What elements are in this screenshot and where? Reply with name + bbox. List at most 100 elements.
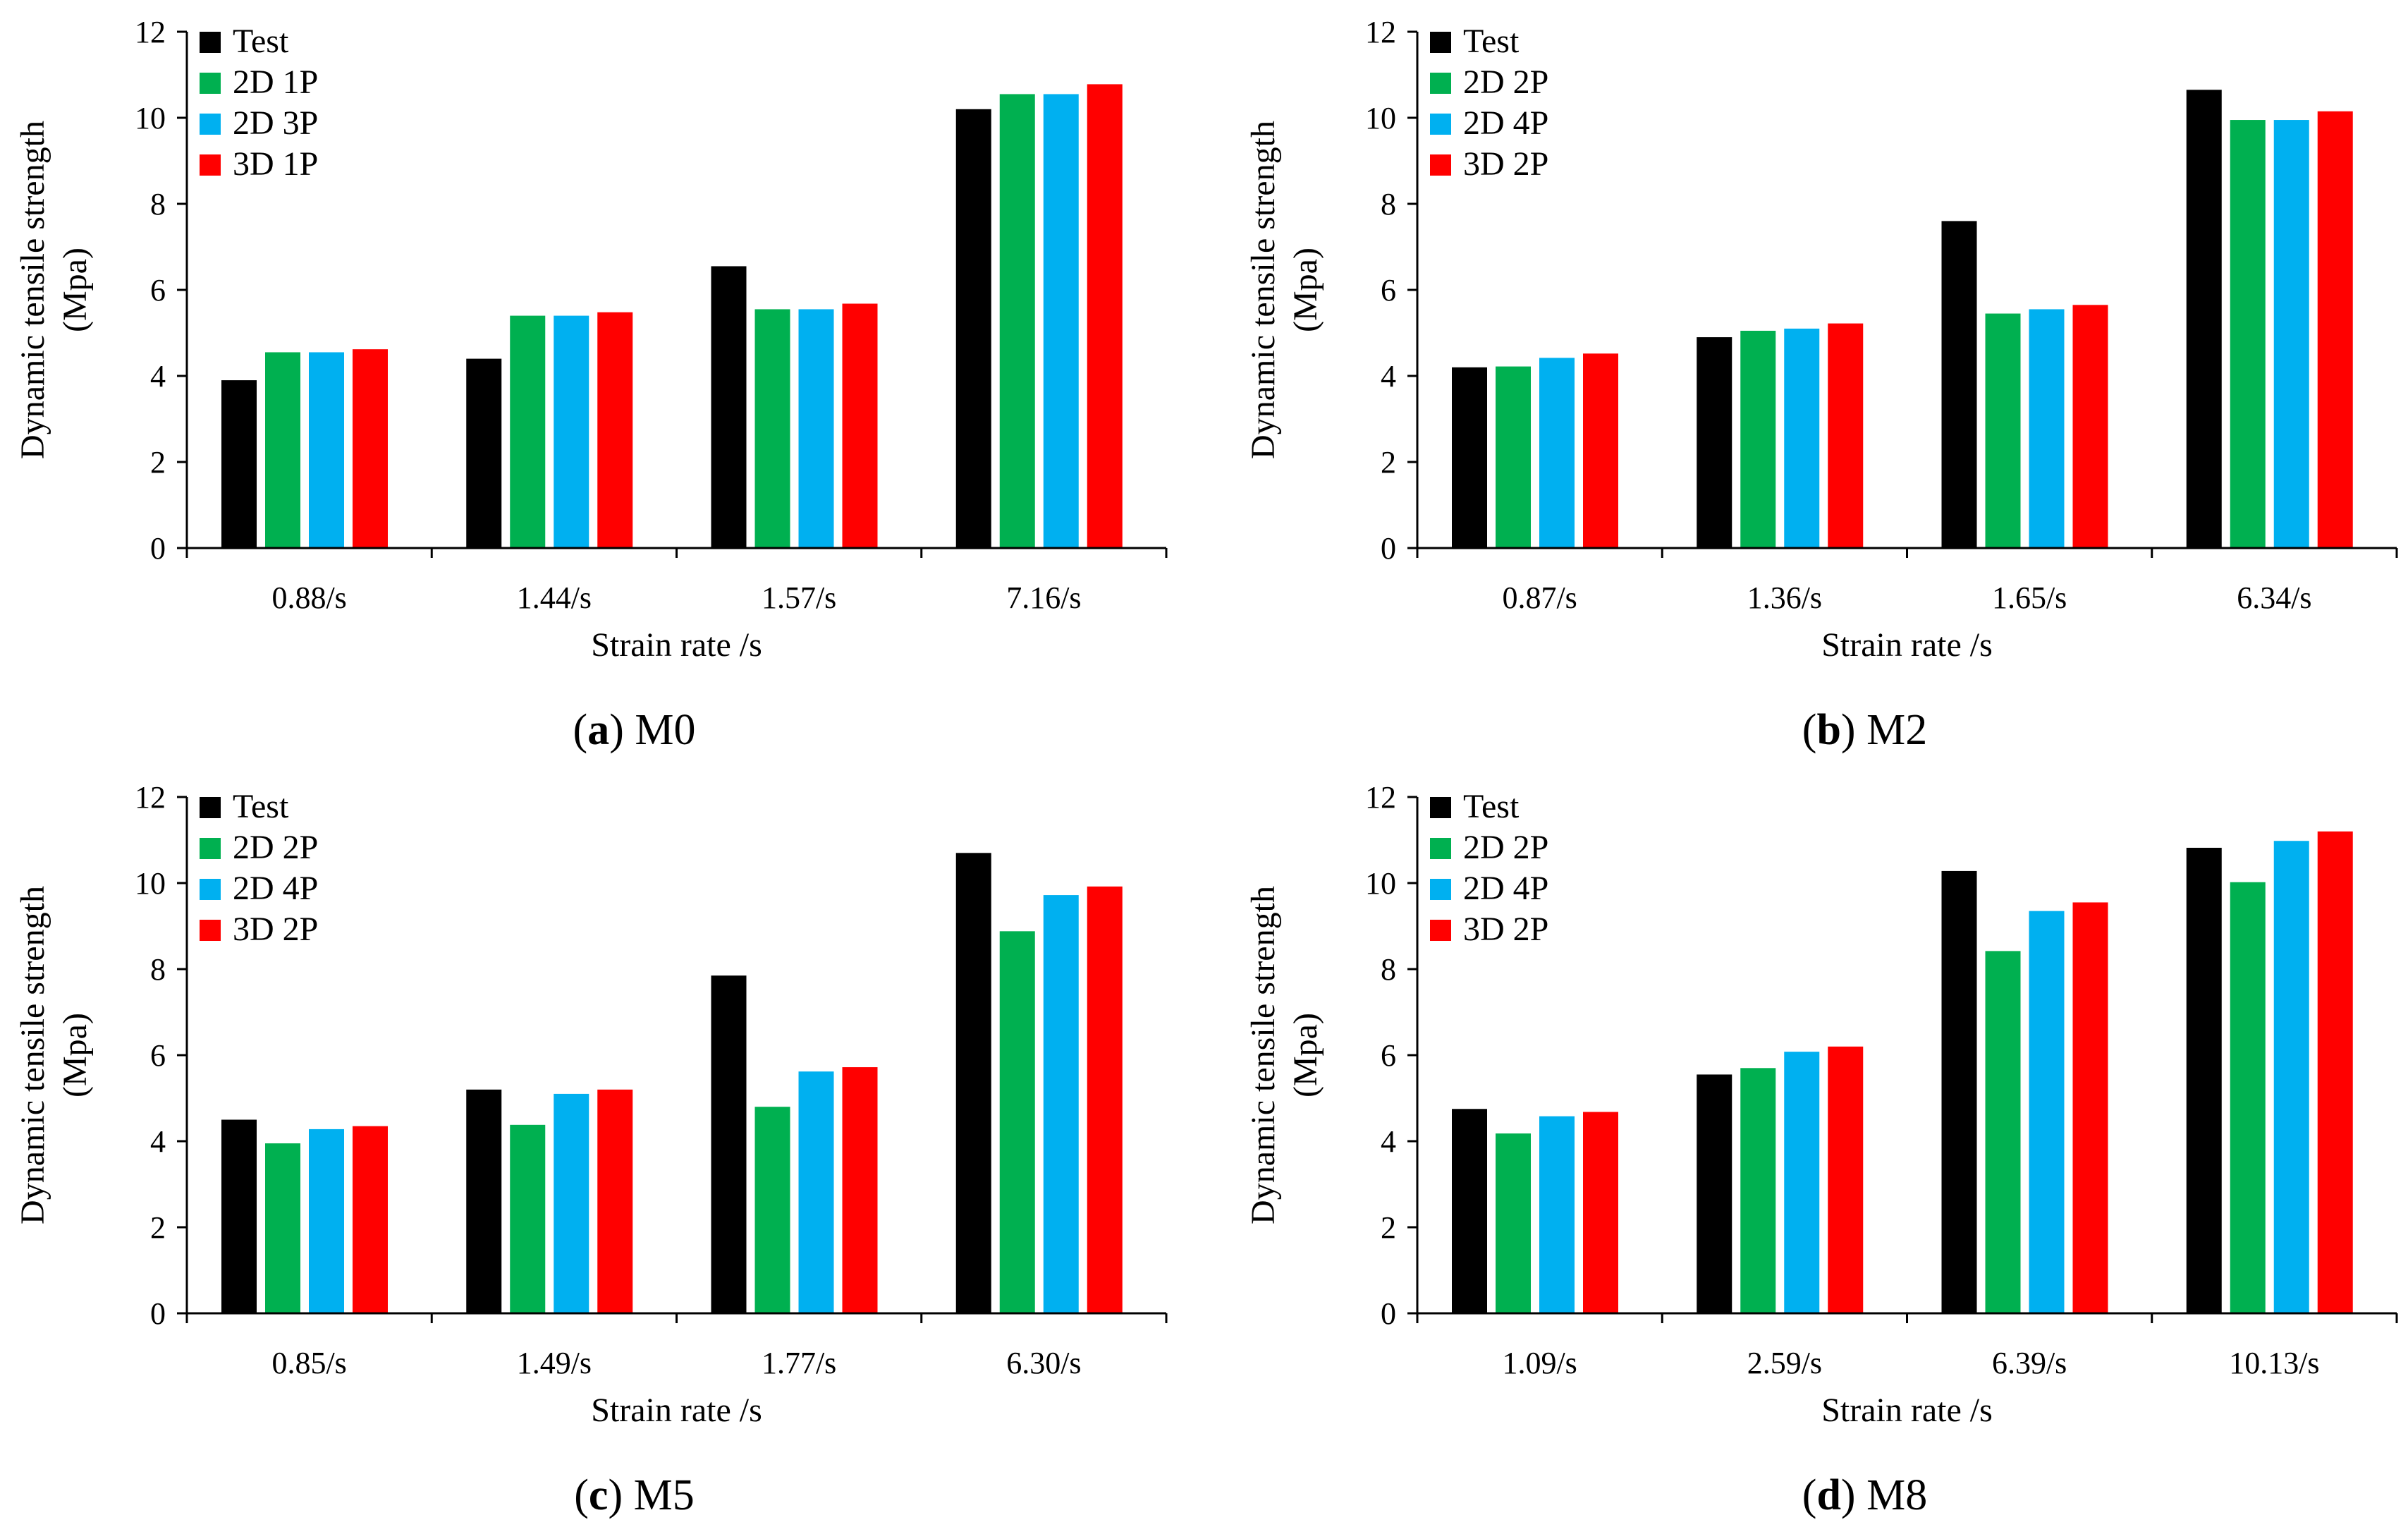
legend-entry-2d-3p: 2D 3P [233,104,318,142]
x-tick-label: 0.88/s [271,580,346,615]
legend-entry-3d-1p: 3D 1P [233,145,318,183]
y-axis-label-unit: (Mpa) [1287,1013,1324,1097]
bar-2d-4p-4 [2273,120,2309,549]
bar-2d-2p-1 [1496,366,1531,548]
legend-entry-test: Test [1463,23,1520,60]
bar-2d-4p-4 [1043,895,1079,1313]
bar-test-3 [1941,221,1977,548]
bar-test-3 [711,266,747,548]
bar-3d-2p-1 [1583,1112,1618,1313]
x-axis-label: Strain rate /s [591,626,762,664]
x-axis-label: Strain rate /s [1821,626,1993,664]
bar-3d-2p-2 [1828,323,1864,548]
bar-2d-4p-3 [2029,911,2065,1313]
legend-swatch-2d-3p [200,114,221,135]
bar-test-4 [2186,847,2222,1313]
legend-entry-3d-2p: 3D 2P [1463,911,1548,948]
x-tick-label: 6.34/s [2237,580,2311,615]
panel-caption: (a) M0 [573,706,696,754]
legend-swatch-3d-2p [1430,920,1451,941]
bar-test-2 [1697,337,1732,548]
y-tick-label: 4 [1381,359,1396,394]
y-tick-label: 10 [1365,101,1396,135]
y-tick-label: 2 [150,445,166,480]
legend-entry-3d-2p: 3D 2P [233,911,318,948]
bar-2d-4p-3 [2029,309,2065,548]
bar-2d-2p-3 [754,1107,790,1313]
bar-test-4 [955,853,991,1313]
y-tick-label: 2 [150,1210,166,1245]
bar-2d-2p-3 [1985,313,2021,548]
bar-test-2 [1697,1074,1732,1313]
y-axis-label: Dynamic tensile strength [14,886,51,1224]
y-tick-label: 4 [1381,1124,1396,1159]
y-tick-label: 4 [150,1124,166,1159]
y-tick-label: 0 [150,531,166,566]
legend-swatch-test [1430,797,1451,818]
panel-caption: (d) M8 [1802,1471,1927,1519]
legend-entry-2d-4p: 2D 4P [1463,104,1548,142]
legend-swatch-test [200,797,221,818]
y-tick-label: 6 [1381,1038,1396,1073]
legend-entry-2d-2p: 2D 2P [233,829,318,866]
bar-2d-3p-1 [309,352,344,548]
bar-2d-2p-2 [1740,1068,1776,1313]
y-tick-label: 8 [150,187,166,221]
bar-2d-4p-1 [1539,358,1575,548]
legend-entry-test: Test [233,788,289,825]
y-tick-label: 6 [1381,273,1396,308]
bar-test-1 [221,1119,257,1313]
bar-2d-1p-1 [265,352,300,548]
bar-2d-4p-1 [1539,1116,1575,1313]
legend-entry-3d-2p: 3D 2P [1463,145,1548,183]
chart-panel-m8: 0 2 4 6 8 10 12 1.09/s 2.59/s 6.39/s 10.13/s Strain… [1245,780,2398,1519]
y-axis-label: Dynamic tensile strength [14,121,51,459]
bar-test-1 [1452,1109,1487,1313]
chart-panel-m5: 0 2 4 6 8 10 12 0.85/s 1.49/s 1.77/s 6.30/s Strain … [14,780,1168,1519]
bar-2d-2p-1 [265,1143,300,1313]
legend-swatch-2d-4p [1430,114,1451,135]
y-tick-label: 2 [1381,445,1396,480]
bar-2d-3p-4 [1043,94,1079,548]
bar-2d-4p-3 [798,1071,834,1313]
bar-test-2 [466,1089,502,1313]
legend-entry-2d-4p: 2D 4P [233,870,318,907]
bar-2d-2p-1 [1496,1133,1531,1313]
bar-3d-2p-1 [353,1126,388,1313]
y-tick-label: 12 [135,15,166,49]
x-tick-label: 1.36/s [1747,580,1822,615]
bar-3d-1p-2 [597,312,633,548]
y-tick-label: 10 [1365,866,1396,901]
y-axis-label: Dynamic tensile strength [1245,121,1282,459]
legend-entry-2d-1p: 2D 1P [233,63,318,101]
y-axis-label-unit: (Mpa) [56,248,94,332]
bar-test-4 [955,109,991,549]
bar-2d-1p-3 [754,309,790,548]
legend: Test 2D 2P 2D 4P 3D 2P [1430,788,1548,948]
bar-3d-1p-4 [1087,84,1123,549]
x-tick-label: 0.87/s [1502,580,1577,615]
y-tick-label: 8 [1381,952,1396,987]
bar-3d-2p-4 [1087,886,1123,1313]
x-tick-label: 1.09/s [1502,1346,1577,1380]
panel-caption: (b) M2 [1802,706,1927,754]
legend-swatch-test [1430,32,1451,53]
bar-2d-3p-3 [798,309,834,548]
bar-2d-4p-2 [554,1093,589,1313]
bar-2d-4p-1 [309,1129,344,1313]
legend-entry-test: Test [233,23,289,60]
legend-swatch-2d-2p [200,838,221,859]
x-tick-label: 1.65/s [1992,580,2067,615]
x-tick-label: 1.57/s [762,580,836,615]
bar-3d-2p-3 [2072,305,2108,548]
bar-2d-3p-2 [554,315,589,548]
bar-2d-2p-3 [1985,951,2021,1313]
bar-test-4 [2186,90,2222,549]
y-tick-label: 8 [150,952,166,987]
bar-3d-2p-2 [1828,1046,1864,1313]
y-tick-label: 0 [1381,1296,1396,1331]
x-tick-label: 1.44/s [517,580,592,615]
bar-3d-2p-1 [1583,353,1618,548]
bar-test-2 [466,358,502,548]
bar-3d-2p-2 [597,1089,633,1313]
